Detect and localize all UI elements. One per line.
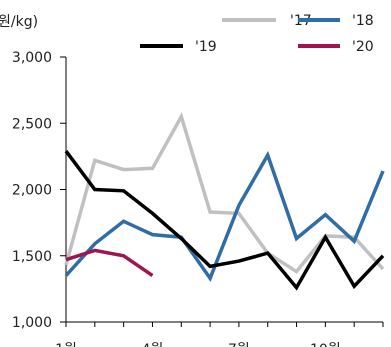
y-tick-label: 1,500: [12, 249, 52, 265]
series-line-3: [65, 248, 154, 278]
x-tick-label: 4월: [142, 342, 164, 347]
y-tick-label: 2,500: [12, 116, 52, 132]
series-layer: [64, 112, 385, 291]
legend-label-3: '20: [352, 39, 374, 55]
x-tick-label: 7월: [228, 342, 250, 347]
x-tick-label: 1월: [55, 342, 77, 347]
legend-label-1: '18: [352, 13, 374, 29]
legend: '17'18'19'20: [140, 13, 374, 55]
y-tick-label: 3,000: [12, 50, 52, 66]
series-line-0: [64, 112, 385, 274]
series-line-1: [64, 150, 385, 282]
y-axis: 1,000 1,500 2,000 2,500 3,000: [12, 50, 67, 331]
x-tick-label: 10월: [310, 342, 341, 347]
x-axis: 1월 4월 7월 10월: [55, 321, 384, 347]
y-tick-label: 1,000: [12, 315, 52, 331]
y-tick-label: 2,000: [12, 183, 52, 199]
y-unit-label: 원/kg): [0, 14, 38, 30]
legend-label-2: '19: [195, 39, 217, 55]
series-line-2: [64, 150, 385, 291]
